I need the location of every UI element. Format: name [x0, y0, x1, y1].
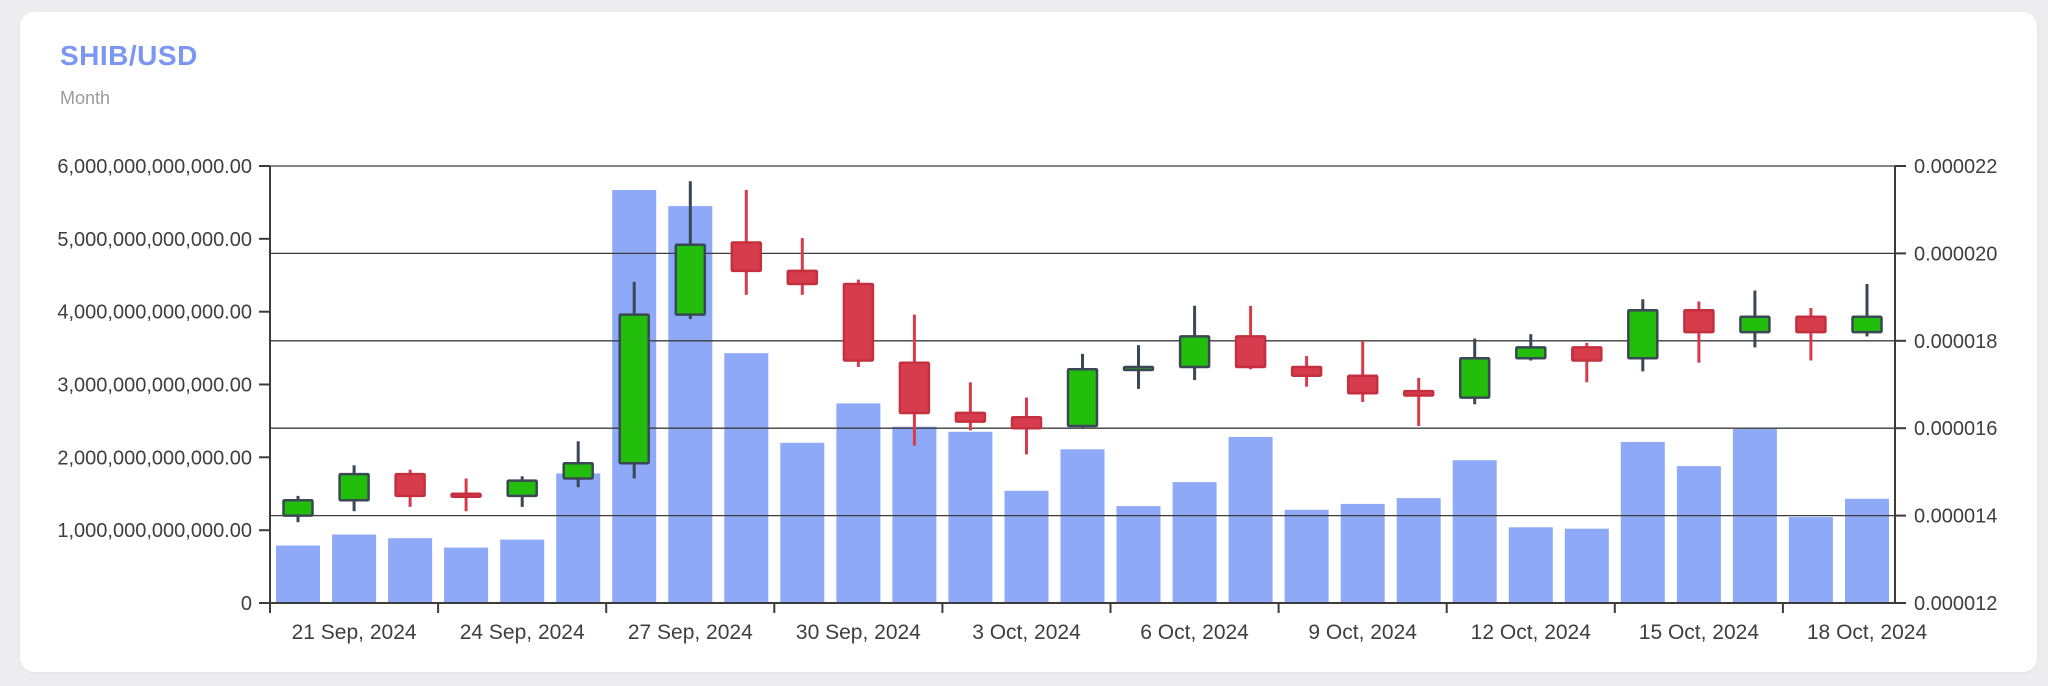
volume-bar[interactable] — [1788, 517, 1833, 603]
x-axis-label: 3 Oct, 2024 — [972, 621, 1081, 644]
x-axis-label: 24 Sep, 2024 — [460, 621, 585, 644]
x-axis-label: 21 Sep, 2024 — [292, 621, 417, 644]
price-axis-label: 0.000016 — [1914, 418, 1997, 440]
price-axis-label: 0.000022 — [1914, 156, 1997, 178]
x-axis-label: 30 Sep, 2024 — [796, 621, 921, 644]
volume-axis-label: 4,000,000,000,000.00 — [57, 302, 252, 324]
candlestick[interactable] — [1515, 346, 1547, 360]
candlestick[interactable] — [842, 282, 875, 362]
volume-bar[interactable] — [1004, 490, 1049, 603]
candlestick[interactable] — [1290, 365, 1323, 377]
volume-axis-label: 2,000,000,000,000.00 — [57, 447, 252, 469]
candlestick[interactable] — [1234, 335, 1267, 369]
candlestick[interactable] — [1066, 367, 1099, 428]
candlestick[interactable] — [730, 241, 763, 273]
price-axis-label: 0.000014 — [1914, 506, 1997, 528]
volume-bar[interactable] — [1340, 503, 1385, 603]
candlestick[interactable] — [1458, 357, 1491, 399]
price-axis-label: 0.000018 — [1914, 331, 1997, 353]
candlestick[interactable] — [1683, 308, 1715, 334]
volume-bar[interactable] — [1396, 498, 1441, 603]
volume-bar[interactable] — [836, 403, 881, 603]
candlestick[interactable] — [562, 461, 594, 480]
volume-bar[interactable] — [1228, 436, 1273, 603]
volume-bar[interactable] — [332, 534, 377, 604]
x-axis-label: 27 Sep, 2024 — [628, 621, 753, 644]
volume-bar[interactable] — [780, 442, 825, 603]
x-axis-label: 6 Oct, 2024 — [1140, 621, 1249, 644]
volume-bar[interactable] — [1620, 442, 1665, 603]
x-axis-label: 15 Oct, 2024 — [1639, 621, 1760, 644]
candlestick[interactable] — [282, 499, 314, 517]
candlestick[interactable] — [1346, 374, 1379, 395]
volume-bar[interactable] — [1284, 509, 1329, 603]
candlestick[interactable] — [618, 313, 650, 465]
candlestick[interactable] — [1010, 416, 1043, 430]
chart-interval-label: Month — [60, 88, 111, 108]
volume-bar[interactable] — [948, 431, 993, 603]
x-axis-label: 9 Oct, 2024 — [1308, 621, 1417, 644]
volume-axis-label: 0 — [241, 593, 252, 615]
volume-bar[interactable] — [1060, 449, 1105, 603]
volume-axis-label: 3,000,000,000,000.00 — [57, 375, 252, 397]
volume-bar[interactable] — [892, 426, 937, 603]
volume-bar[interactable] — [1564, 528, 1609, 603]
candlestick[interactable] — [1851, 315, 1883, 334]
candlestick[interactable] — [786, 269, 819, 286]
page-title: SHIB/USD — [60, 40, 198, 71]
volume-axis-label: 5,000,000,000,000.00 — [57, 229, 252, 251]
candlestick[interactable] — [394, 472, 426, 498]
candlestick[interactable] — [954, 411, 987, 423]
volume-axis-label: 6,000,000,000,000.00 — [57, 156, 252, 178]
volume-bar[interactable] — [1172, 482, 1217, 603]
volume-bar[interactable] — [556, 473, 601, 603]
volume-bar[interactable] — [276, 545, 320, 604]
candlestick[interactable] — [1795, 315, 1827, 334]
volume-bar[interactable] — [388, 538, 433, 603]
volume-axis-label: 1,000,000,000,000.00 — [57, 520, 252, 542]
candlestick[interactable] — [1178, 335, 1211, 369]
candlestick[interactable] — [1627, 308, 1659, 360]
volume-bar[interactable] — [1452, 460, 1497, 603]
candlestick[interactable] — [674, 243, 707, 316]
x-axis-label: 12 Oct, 2024 — [1471, 621, 1592, 644]
volume-bar[interactable] — [1845, 498, 1889, 603]
candlestick[interactable] — [898, 361, 931, 415]
candlestick[interactable] — [1402, 389, 1435, 397]
volume-bar[interactable] — [1676, 466, 1721, 603]
x-axis-label: 18 Oct, 2024 — [1807, 621, 1928, 644]
volume-bar[interactable] — [1116, 506, 1161, 603]
volume-bar[interactable] — [500, 539, 545, 603]
price-axis-label: 0.000012 — [1914, 593, 1997, 615]
candlestick[interactable] — [1571, 346, 1603, 362]
volume-bar[interactable] — [724, 353, 769, 603]
candlestick[interactable] — [338, 472, 370, 502]
price-axis-label: 0.000020 — [1914, 243, 1997, 265]
candlestick[interactable] — [1122, 365, 1155, 372]
volume-bar[interactable] — [444, 547, 489, 603]
candlestick[interactable] — [506, 479, 538, 498]
candlestick[interactable] — [1739, 315, 1771, 334]
volume-bar[interactable] — [1508, 527, 1553, 603]
candlestick[interactable] — [450, 492, 482, 499]
